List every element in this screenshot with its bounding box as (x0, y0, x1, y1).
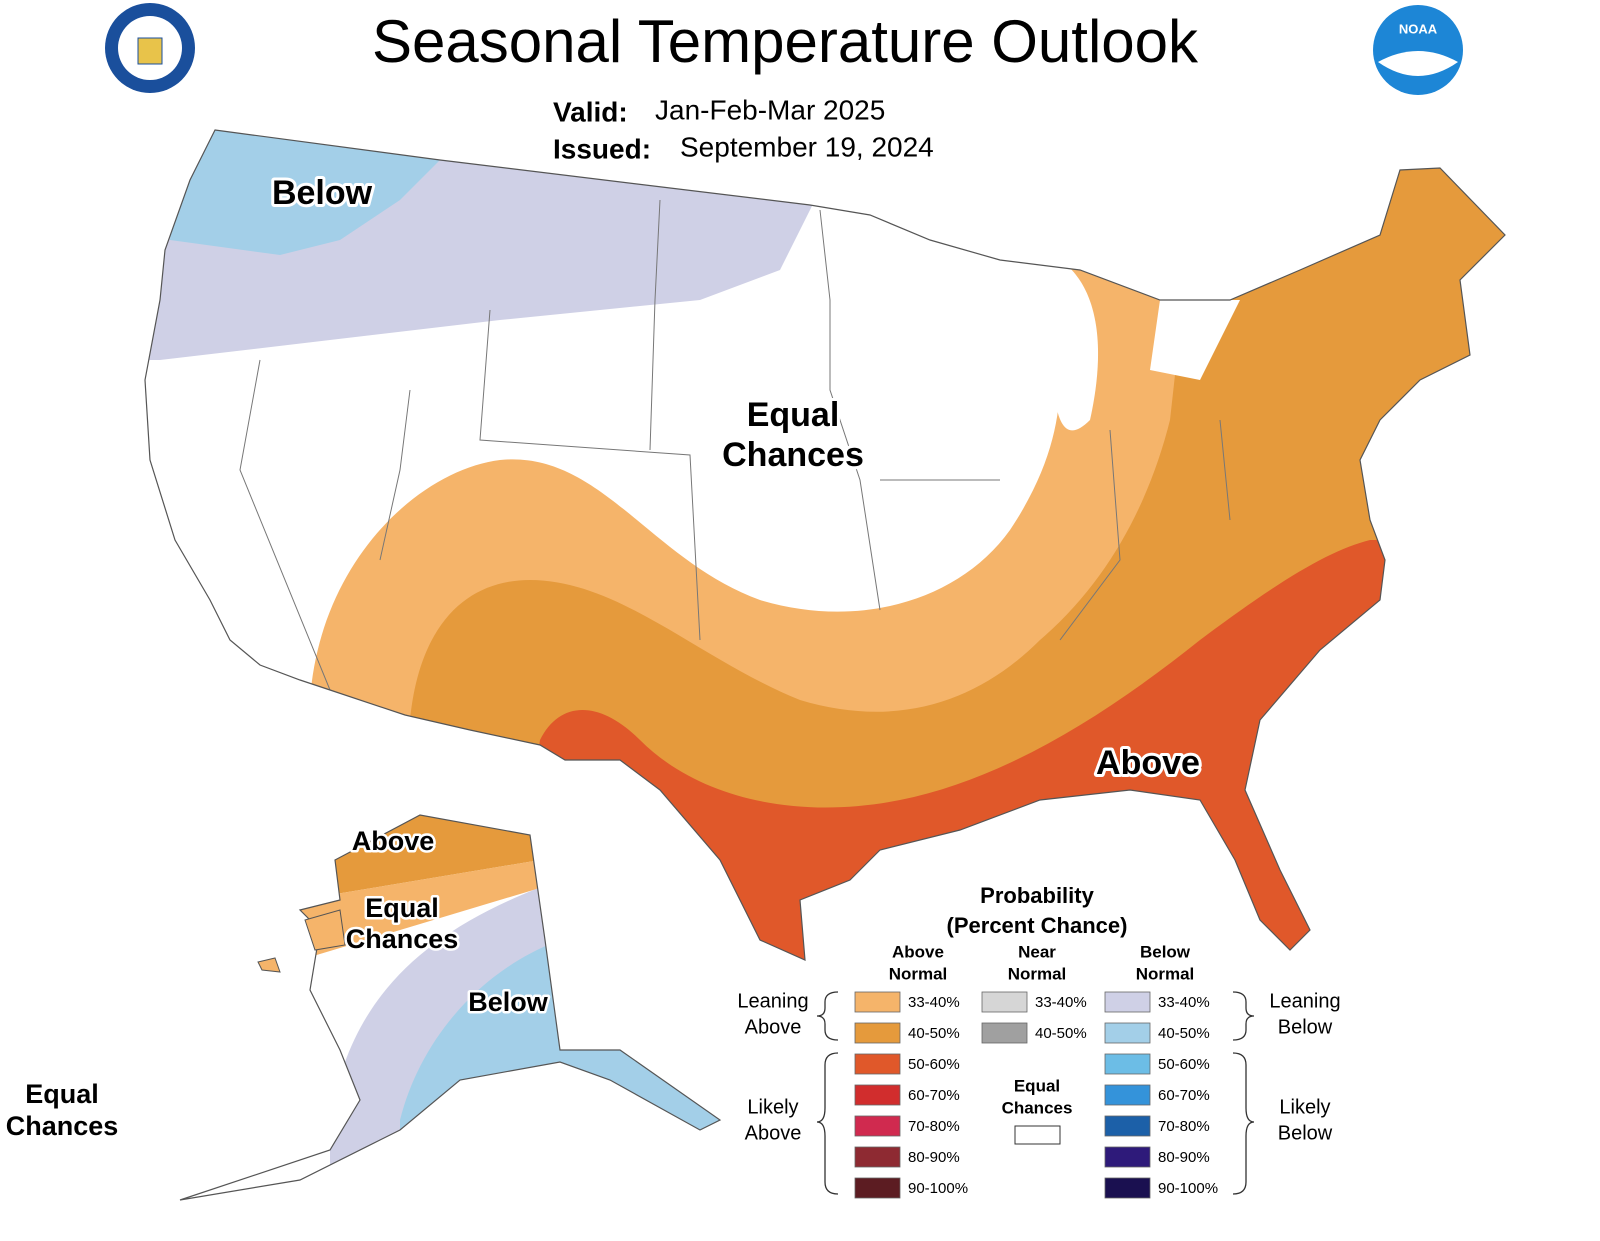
legend-swatch (1104, 1115, 1151, 1137)
legend-swatch (981, 991, 1028, 1013)
column-heading: Normal (1008, 964, 1067, 983)
noaa-text: NOAA (1399, 21, 1438, 36)
side-label: Below (1278, 1016, 1333, 1038)
alaska-map (180, 815, 720, 1200)
region-label: Equal (747, 396, 840, 434)
ec-swatch (1014, 1125, 1061, 1145)
legend-title: (Percent Chance) (947, 913, 1128, 938)
legend-item-label: 50-60% (1158, 1056, 1210, 1073)
conus-outline (144, 129, 1506, 961)
legend-item-label: 70-80% (1158, 1118, 1210, 1135)
legend-item-label: 60-70% (908, 1087, 960, 1104)
legend-swatch (1104, 1022, 1151, 1044)
column-heading: Below (1140, 942, 1191, 961)
issued-label: Issued: (553, 133, 651, 164)
legend-swatch (1104, 1084, 1151, 1106)
issued-date: September 19, 2024 (680, 131, 934, 162)
legend-swatch (981, 1022, 1028, 1044)
legend: Probability (Percent Chance) Leaning Abo… (737, 883, 1341, 1199)
ec-label: Equal (1014, 1076, 1060, 1095)
legend-swatch (854, 1146, 901, 1168)
region-label: Below (468, 987, 549, 1017)
island (304, 909, 346, 951)
legend-item-label: 90-100% (1158, 1180, 1218, 1197)
legend-swatch (1104, 1146, 1151, 1168)
legend-item-label: 40-50% (1035, 1025, 1087, 1042)
legend-title: Probability (980, 883, 1094, 908)
side-label: Likely (747, 1096, 798, 1118)
legend-item-label: 40-50% (908, 1025, 960, 1042)
title: Seasonal Temperature Outlook (372, 8, 1199, 75)
column-heading: Normal (889, 964, 948, 983)
region-label: Below (272, 174, 373, 212)
island (257, 957, 281, 973)
region-label: Chances (722, 436, 864, 474)
region-label: Chances (346, 924, 459, 954)
legend-item-label: 40-50% (1158, 1025, 1210, 1042)
ec-label: Chances (1002, 1098, 1073, 1117)
legend-swatch (1104, 1053, 1151, 1075)
legend-item-label: 60-70% (1158, 1087, 1210, 1104)
valid-label: Valid: (553, 96, 628, 127)
legend-swatch (1104, 1177, 1151, 1199)
region-label: Equal (25, 1079, 99, 1109)
region-label: Above (1096, 744, 1200, 782)
column-heading: Normal (1136, 964, 1195, 983)
side-label: Above (745, 1016, 802, 1038)
legend-swatch (854, 991, 901, 1013)
legend-swatch (854, 1177, 901, 1199)
legend-item-label: 33-40% (1035, 994, 1087, 1011)
legend-item-label: 50-60% (908, 1056, 960, 1073)
legend-item-label: 90-100% (908, 1180, 968, 1197)
region-label: Above (352, 826, 435, 856)
legend-swatch (1104, 991, 1151, 1013)
commerce-seal (105, 3, 195, 93)
side-label: Below (1278, 1122, 1333, 1144)
side-label: Likely (1279, 1096, 1330, 1118)
legend-item-label: 70-80% (908, 1118, 960, 1135)
legend-item-label: 33-40% (908, 994, 960, 1011)
legend-item-label: 80-90% (1158, 1149, 1210, 1166)
column-heading: Near (1018, 942, 1056, 961)
region-label: Chances (6, 1111, 119, 1141)
column-heading: Above (892, 942, 944, 961)
side-label: Above (745, 1122, 802, 1144)
legend-swatch (854, 1022, 901, 1044)
legend-swatch (854, 1053, 901, 1075)
side-label: Leaning (737, 990, 808, 1012)
alaska-outline (179, 814, 722, 1201)
legend-item-label: 33-40% (1158, 994, 1210, 1011)
legend-swatch (854, 1115, 901, 1137)
legend-swatch (854, 1084, 901, 1106)
valid-date: Jan-Feb-Mar 2025 (655, 94, 885, 125)
noaa-logo: NOAA (1373, 5, 1463, 95)
conus-map (145, 130, 1505, 960)
region-label: Equal (365, 893, 439, 923)
legend-item-label: 80-90% (908, 1149, 960, 1166)
side-label: Leaning (1269, 990, 1340, 1012)
